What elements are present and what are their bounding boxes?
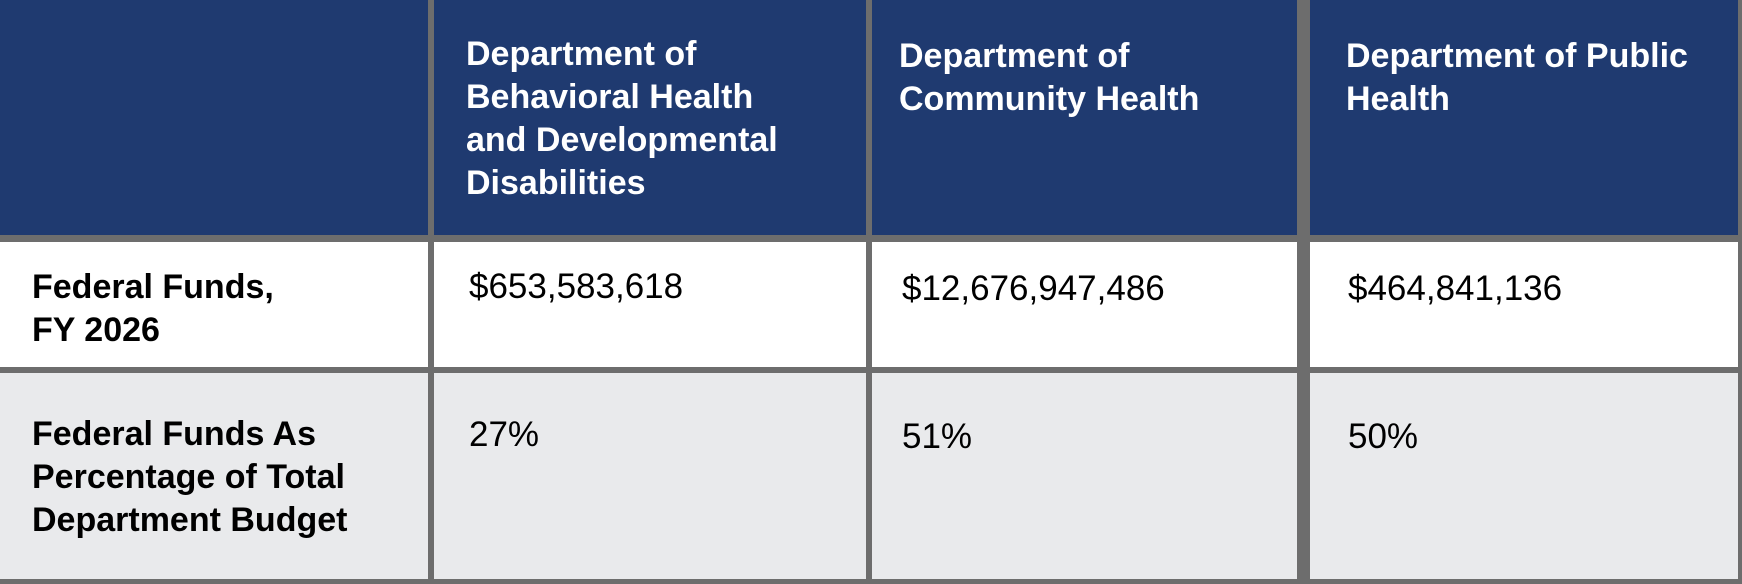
value-cell: 27%: [434, 373, 866, 579]
value-percentage-community-health: 51%: [902, 417, 973, 456]
row-label-line: Department Budget: [32, 501, 348, 539]
header-line: Community Health: [899, 80, 1200, 118]
row-label-cell-federal-funds: Federal Funds, FY 2026: [0, 242, 428, 367]
value-cell: 50%: [1310, 373, 1738, 579]
header-corner-cell: [0, 0, 428, 235]
header-cell-community-health: Department of Community Health: [872, 0, 1297, 235]
value-cell: $464,841,136: [1310, 242, 1738, 367]
value-federal-funds-behavioral-health: $653,583,618: [469, 267, 684, 306]
row-label-line: Federal Funds,: [32, 268, 274, 306]
value-federal-funds-community-health: $12,676,947,486: [902, 269, 1165, 308]
row-label-federal-funds-percentage: Federal Funds As Percentage of Total Dep…: [32, 413, 347, 542]
header-line: Health: [1346, 80, 1450, 118]
row-label-line: Percentage of Total: [32, 458, 345, 496]
row-label-cell-federal-funds-percentage: Federal Funds As Percentage of Total Dep…: [0, 373, 428, 579]
row-label-federal-funds: Federal Funds, FY 2026: [32, 266, 274, 352]
header-line: and Developmental: [466, 121, 778, 159]
header-line: Department of: [899, 37, 1130, 75]
header-line: Department of Public: [1346, 37, 1688, 75]
value-federal-funds-public-health: $464,841,136: [1348, 269, 1563, 308]
value-cell: $12,676,947,486: [872, 242, 1297, 367]
value-percentage-public-health: 50%: [1348, 417, 1419, 456]
value-cell: $653,583,618: [434, 242, 866, 367]
value-cell: 51%: [872, 373, 1297, 579]
header-cell-public-health: Department of Public Health: [1310, 0, 1738, 235]
header-label-community-health: Department of Community Health: [899, 35, 1199, 121]
header-cell-behavioral-health: Department of Behavioral Health and Deve…: [434, 0, 866, 235]
row-label-line: FY 2026: [32, 311, 160, 349]
header-label-behavioral-health: Department of Behavioral Health and Deve…: [466, 33, 778, 205]
value-percentage-behavioral-health: 27%: [469, 415, 540, 454]
header-line: Department of: [466, 35, 697, 73]
header-label-public-health: Department of Public Health: [1346, 35, 1688, 121]
header-line: Behavioral Health: [466, 78, 754, 116]
row-label-line: Federal Funds As: [32, 415, 317, 453]
header-line: Disabilities: [466, 164, 646, 202]
